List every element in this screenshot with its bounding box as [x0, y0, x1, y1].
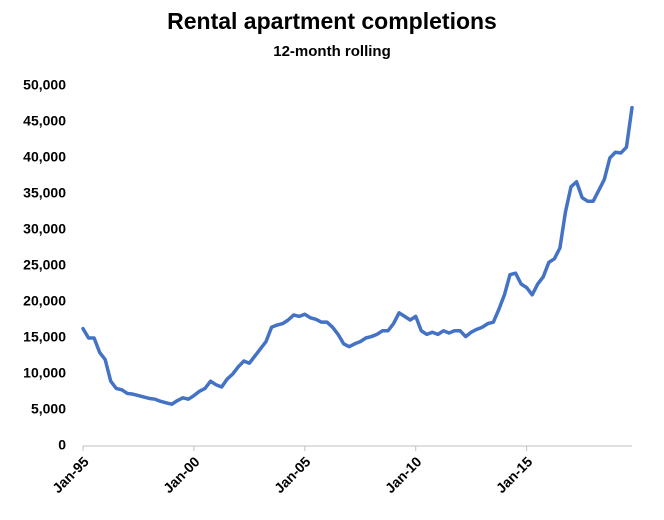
y-tick-label: 15,000 — [23, 329, 66, 345]
chart-title: Rental apartment completions — [167, 8, 497, 34]
x-tick-label: Jan-95 — [49, 453, 92, 496]
y-tick-label: 50,000 — [23, 77, 66, 93]
y-tick-label: 45,000 — [23, 113, 66, 129]
x-tick-label: Jan-15 — [493, 453, 536, 496]
x-tick-label: Jan-00 — [160, 453, 203, 496]
y-tick-label: 25,000 — [23, 257, 66, 273]
y-tick-label: 20,000 — [23, 293, 66, 309]
y-tick-label: 30,000 — [23, 221, 66, 237]
chart-subtitle: 12-month rolling — [273, 43, 391, 60]
y-tick-label: 5,000 — [31, 401, 66, 417]
y-tick-label: 10,000 — [23, 365, 66, 381]
y-tick-label: 0 — [58, 437, 66, 453]
line — [81, 105, 634, 406]
x-tick-label: Jan-10 — [382, 453, 425, 496]
y-tick-label: 40,000 — [23, 149, 66, 165]
x-tick-label: Jan-05 — [271, 453, 314, 496]
y-tick-label: 35,000 — [23, 185, 66, 201]
